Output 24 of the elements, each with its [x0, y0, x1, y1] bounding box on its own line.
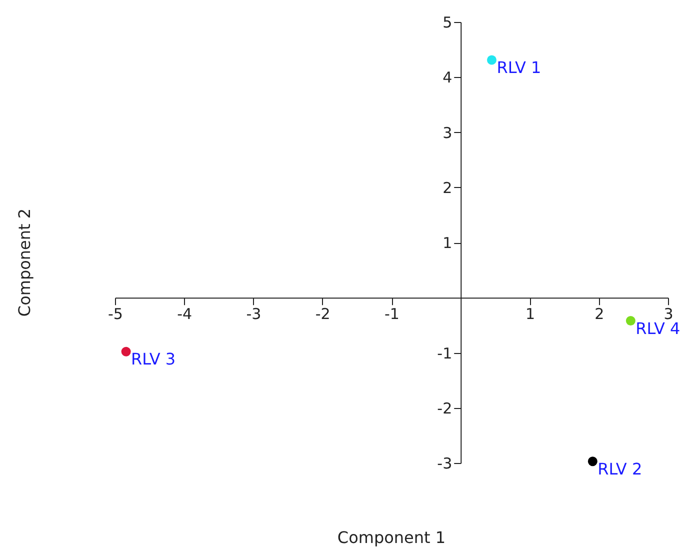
y-tick-label: -3 — [437, 454, 452, 472]
x-tick-label: -1 — [384, 305, 400, 324]
point — [588, 456, 598, 466]
series-label: RLV 1 — [496, 58, 542, 78]
series-label: RLV 2 — [598, 459, 642, 478]
y-tick-label: 4 — [442, 68, 452, 87]
point — [626, 316, 636, 326]
y-tick-label: -2 — [437, 399, 452, 418]
y-tick-label: 5 — [442, 14, 452, 32]
y-tick-label: 1 — [442, 234, 452, 252]
y-axis-title: Component 2 — [15, 208, 34, 317]
point — [486, 55, 496, 65]
point — [121, 346, 131, 356]
y-tick-label: -1 — [437, 344, 452, 362]
series-label: RLV 3 — [131, 350, 176, 369]
x-tick-label: -3 — [246, 305, 262, 324]
x-axis-title: Component 1 — [337, 528, 446, 547]
x-tick-label: 2 — [594, 305, 604, 324]
x-tick-label: -4 — [177, 305, 192, 324]
x-tick-label: -5 — [108, 305, 123, 324]
y-tick-label: 3 — [442, 124, 452, 142]
x-tick-label: -2 — [315, 305, 330, 324]
y-tick-label: 2 — [442, 178, 452, 197]
x-tick-label: 1 — [525, 305, 536, 324]
